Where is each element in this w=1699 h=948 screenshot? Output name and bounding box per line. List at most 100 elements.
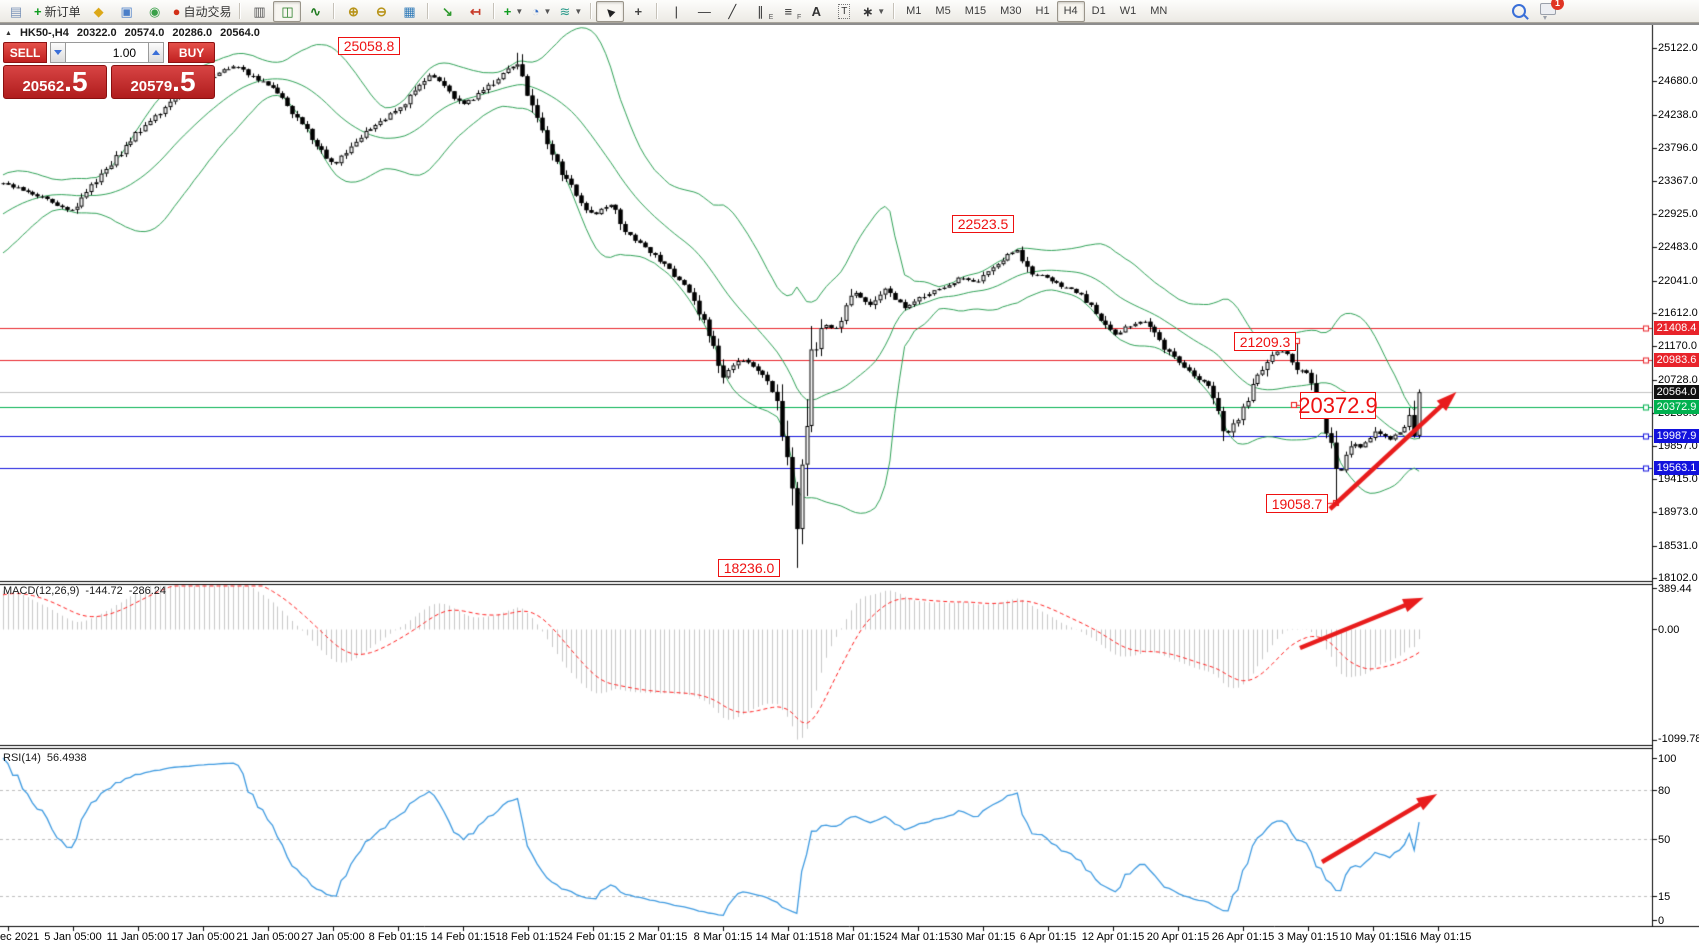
tile-windows-icon: ▦ bbox=[403, 3, 416, 19]
tile-windows-button[interactable]: ▦ bbox=[395, 1, 423, 22]
cursor-button[interactable]: ◄ bbox=[596, 0, 625, 22]
sell-price-display[interactable]: 20562.5 bbox=[3, 65, 107, 99]
rsi-pane-resize-handle[interactable] bbox=[0, 744, 1652, 749]
line-chart-icon: ∿ bbox=[310, 3, 321, 19]
price-callout-label[interactable]: 21209.3 bbox=[1234, 332, 1296, 351]
hline-icon: — bbox=[697, 3, 711, 19]
toolbar-separator bbox=[590, 3, 593, 19]
timeframe-m15-button-label: M15 bbox=[964, 5, 987, 17]
volume-increase-button[interactable] bbox=[148, 42, 165, 63]
date-axis-label: 8 Mar 01:15 bbox=[693, 931, 753, 943]
price-callout-label[interactable]: 25058.8 bbox=[338, 37, 400, 55]
fibo-icon-letter: F bbox=[797, 13, 802, 21]
price-callout-label[interactable]: 19058.7 bbox=[1266, 494, 1328, 513]
timeframe-w1-button[interactable]: W1 bbox=[1113, 1, 1144, 22]
rsi-value: 56.4938 bbox=[46, 752, 87, 764]
signals-button[interactable]: ◉ bbox=[141, 1, 169, 22]
price-callout-label[interactable]: 20372.9 bbox=[1298, 392, 1378, 419]
price-axis-label: 23367.0 bbox=[1658, 174, 1698, 187]
toolbar-separator bbox=[893, 3, 896, 19]
date-axis-label: 16 May 01:15 bbox=[1404, 931, 1472, 943]
date-axis-label: 27 Jan 05:00 bbox=[301, 931, 365, 943]
metaeditor-icon: ◆ bbox=[93, 3, 104, 19]
volume-decrease-button[interactable] bbox=[50, 42, 67, 63]
metaeditor-button[interactable]: ◆ bbox=[85, 1, 113, 22]
zoom-in-button[interactable]: ⊕ bbox=[339, 1, 367, 22]
search-icon[interactable] bbox=[1512, 3, 1526, 18]
timeframe-h4-button[interactable]: H4 bbox=[1056, 0, 1085, 22]
timeframe-h1-button[interactable]: H1 bbox=[1029, 1, 1057, 22]
chart-shift-button[interactable]: ↤ bbox=[461, 1, 489, 22]
auto-scroll-button[interactable]: ↘ bbox=[433, 1, 461, 22]
arrows-button[interactable]: ∗ ▼ bbox=[858, 1, 889, 22]
symbol-icon: ▲ bbox=[5, 29, 12, 37]
date-axis-label: 6 Apr 01:15 bbox=[1019, 931, 1077, 943]
fibonacci-button[interactable]: ≡ F bbox=[774, 1, 802, 22]
price-axis-label: 20728.0 bbox=[1658, 373, 1698, 386]
macd-title: MACD(12,26,9) bbox=[3, 585, 80, 597]
zoom-out-button[interactable]: ⊖ bbox=[367, 1, 395, 22]
crosshair-button[interactable]: + bbox=[624, 1, 652, 22]
date-axis-label: 11 Jan 05:00 bbox=[106, 931, 170, 943]
chevron-down-icon: ▼ bbox=[877, 6, 886, 16]
date-axis-label: 21 Jan 05:00 bbox=[236, 931, 300, 943]
timeframe-m5-button[interactable]: M5 bbox=[928, 1, 957, 22]
price-line-badge: 21408.4 bbox=[1654, 321, 1699, 336]
chevron-up-icon bbox=[152, 46, 161, 55]
toolbar-separator bbox=[493, 3, 496, 19]
macd-value: -144.72 bbox=[85, 585, 123, 597]
new-order-button[interactable]: + 新订单 bbox=[30, 1, 85, 22]
price-callout-label[interactable]: 18236.0 bbox=[718, 559, 780, 577]
date-axis-label: 17 Jan 05:00 bbox=[171, 931, 235, 943]
macd-axis-label: 0.00 bbox=[1658, 624, 1680, 636]
chart-symbol-period: HK50-,H4 bbox=[19, 27, 69, 39]
current-price-badge: 20564.0 bbox=[1654, 385, 1699, 400]
new-chart-button[interactable]: + ▼ bbox=[499, 1, 527, 22]
date-axis-label: 5 Jan 05:00 bbox=[44, 931, 102, 943]
auto-trading-button[interactable]: ● 自动交易 bbox=[169, 1, 236, 22]
textlabel-icon: T bbox=[838, 3, 851, 19]
vline-icon: | bbox=[674, 3, 678, 19]
buy-price-display[interactable]: 20579.5 bbox=[111, 65, 215, 99]
price-line-badge: 20372.9 bbox=[1654, 399, 1699, 414]
horizontal-line-button[interactable]: — bbox=[690, 1, 718, 22]
timeframe-m5-button-label: M5 bbox=[935, 5, 951, 17]
timeframe-mn-button[interactable]: MN bbox=[1143, 1, 1174, 22]
timeframe-mn-button-label: MN bbox=[1150, 5, 1168, 17]
trendline-button[interactable]: ╱ bbox=[718, 1, 746, 22]
toolbar: ▤ + 新订单 ◆ ▣ ◉ ● 自动交易 ▥ ◫ ∿ ⊕ ⊖ ▦ ↘ ↤ + ▼ ◔ ▼ ≋ ▼ ◄ + | — ╱ ∥ E ≡ F A T ∗ ▼… bbox=[0, 0, 1699, 23]
timeframe-d1-button[interactable]: D1 bbox=[1085, 1, 1113, 22]
macd-pane-resize-handle[interactable] bbox=[0, 580, 1652, 585]
vertical-line-button[interactable]: | bbox=[662, 1, 690, 22]
indicators-button[interactable]: ≋ ▼ bbox=[555, 1, 586, 22]
bar-chart-button[interactable]: ▥ bbox=[245, 1, 273, 22]
market-watch-button[interactable]: ▣ bbox=[113, 1, 141, 22]
buy-button[interactable]: BUY bbox=[168, 42, 216, 63]
date-axis-label: 18 Mar 01:15 bbox=[820, 931, 886, 943]
buy-price-main: 20579 bbox=[130, 78, 173, 95]
toolbar-separator bbox=[239, 3, 242, 19]
timeframe-m30-button[interactable]: M30 bbox=[993, 1, 1028, 22]
price-axis-label: 24238.0 bbox=[1658, 108, 1698, 121]
notifications-button[interactable]: 1 bbox=[1540, 0, 1564, 20]
text-label-button[interactable]: T bbox=[830, 1, 858, 22]
candlestick-button[interactable]: ◫ bbox=[273, 0, 302, 22]
chevron-down-icon: ▼ bbox=[515, 6, 524, 16]
price-callout-label[interactable]: 22523.5 bbox=[952, 215, 1014, 233]
timeframe-m1-button[interactable]: M1 bbox=[899, 1, 928, 22]
rsi-indicator-header: RSI(14) 56.4938 bbox=[3, 752, 87, 764]
line-chart-button[interactable]: ∿ bbox=[301, 1, 329, 22]
volume-input[interactable] bbox=[66, 42, 149, 63]
text-button[interactable]: A bbox=[802, 1, 830, 22]
zoom-out-icon: ⊖ bbox=[376, 3, 387, 19]
price-axis-label: 18531.0 bbox=[1658, 539, 1698, 552]
timeframe-m15-button[interactable]: M15 bbox=[958, 1, 993, 22]
equidistant-channel-button[interactable]: ∥ E bbox=[746, 1, 774, 22]
profiles-button[interactable]: ◔ ▼ bbox=[527, 1, 555, 22]
chart-doc-icon[interactable]: ▤ bbox=[2, 1, 30, 22]
sell-button[interactable]: SELL bbox=[3, 42, 48, 63]
rsi-axis-label: 80 bbox=[1658, 785, 1671, 798]
